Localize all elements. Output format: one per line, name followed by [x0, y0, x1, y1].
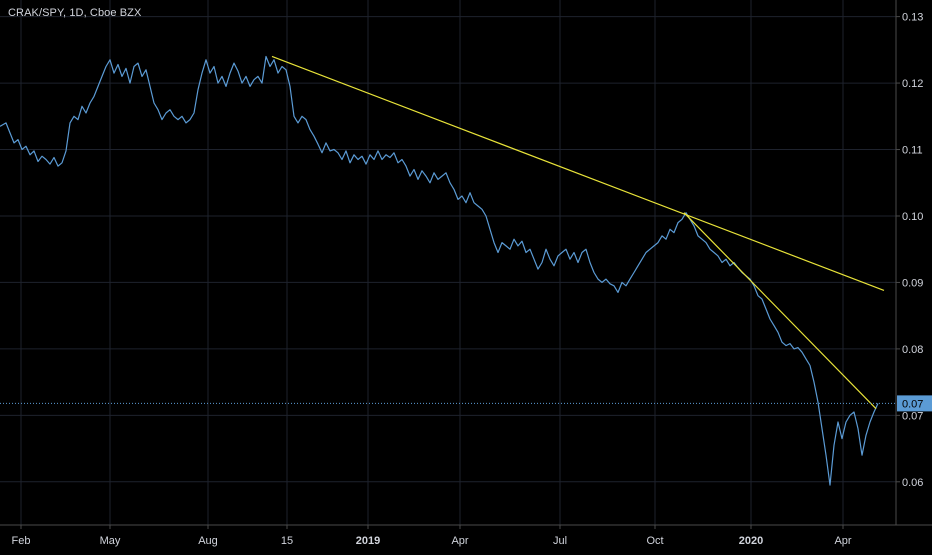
y-tick-label: 0.09 — [902, 277, 923, 289]
trendline-layer[interactable] — [271, 55, 885, 410]
trendline-2[interactable] — [683, 212, 877, 410]
y-tick-label: 0.11 — [902, 145, 923, 157]
y-tick-label: 0.13 — [902, 12, 923, 24]
x-tick-label: Oct — [646, 535, 663, 547]
price-axis[interactable]: 0.13 0.12 0.11 0.10 0.09 0.08 0.07 0.06 — [895, 0, 923, 525]
last-price-layer: 0.07 — [0, 395, 932, 412]
trendline-1[interactable] — [271, 55, 885, 291]
x-tick-label: Jul — [553, 535, 567, 547]
x-tick-label: May — [100, 535, 121, 547]
symbol-title: CRAK/SPY, 1D, Cboe BZX — [8, 7, 142, 19]
y-tick-label: 0.10 — [902, 211, 923, 223]
x-tick-label: Apr — [834, 535, 851, 547]
y-tick-label: 0.12 — [902, 78, 923, 90]
y-tick-label: 0.06 — [902, 477, 923, 489]
x-tick-label: Apr — [451, 535, 468, 547]
price-series-line[interactable] — [0, 55, 879, 486]
last-price-badge — [897, 395, 932, 412]
x-tick-label: Aug — [198, 535, 218, 547]
grid — [0, 0, 896, 525]
y-tick-label: 0.08 — [902, 344, 923, 356]
last-price-label: 0.07 — [902, 398, 923, 410]
x-tick-label: 2020 — [739, 535, 763, 547]
time-axis[interactable]: Feb May Aug 15 2019 Apr Jul Oct 2020 Apr — [0, 524, 932, 547]
series-layer — [0, 55, 879, 486]
x-tick-label: 2019 — [356, 535, 380, 547]
x-tick-label: 15 — [281, 535, 293, 547]
y-tick-label: 0.07 — [902, 410, 923, 422]
x-tick-label: Feb — [12, 535, 31, 547]
